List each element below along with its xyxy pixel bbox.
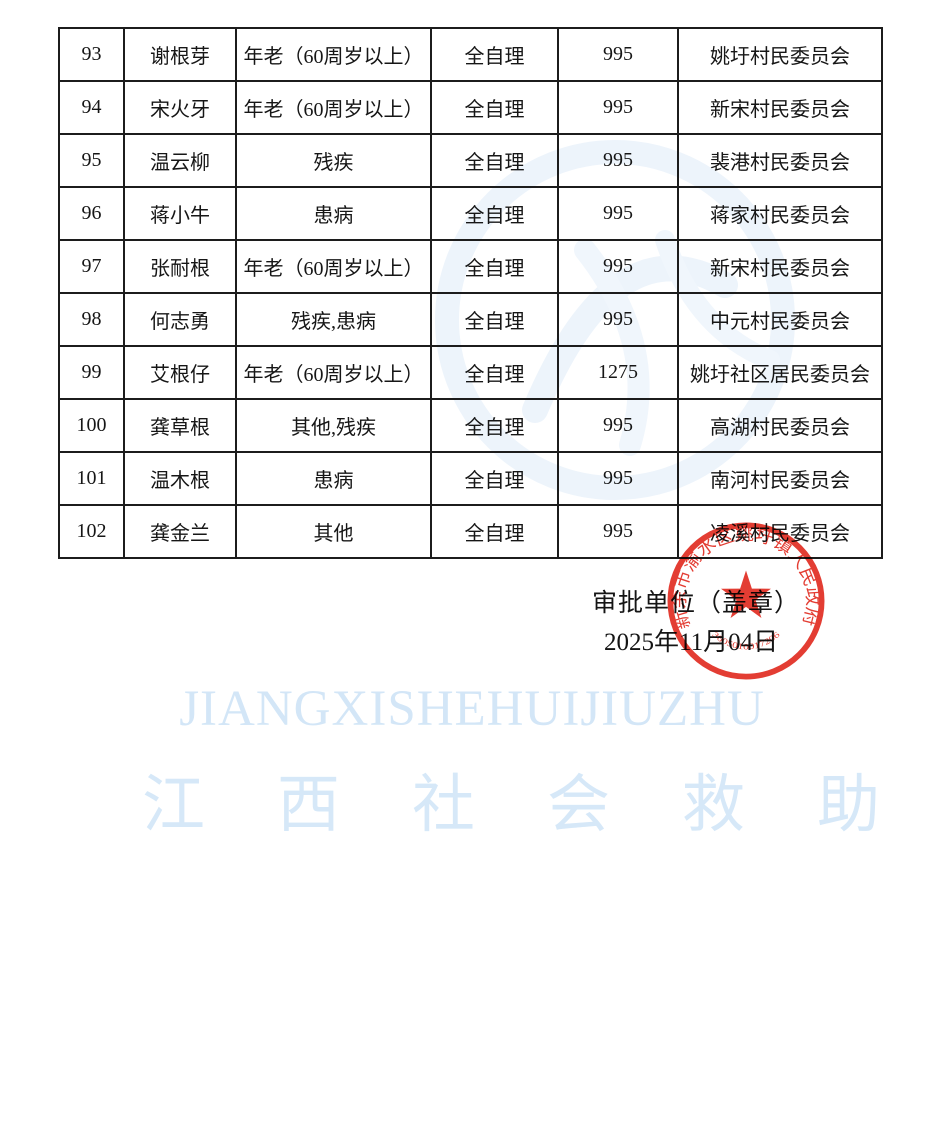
cell-category: 患病: [235, 186, 432, 241]
cell-seq: 102: [58, 504, 125, 559]
table-row: 101 温木根 患病 全自理 995 南河村民委员会: [58, 451, 883, 506]
cell-care: 全自理: [430, 133, 559, 188]
cell-amount: 995: [557, 398, 679, 453]
cell-committee: 凌溪村民委员会: [677, 504, 883, 559]
cell-committee: 南河村民委员会: [677, 451, 883, 506]
cell-amount: 995: [557, 27, 679, 82]
approval-date: 2025年11月04日: [604, 629, 779, 656]
cell-category: 其他,残疾: [235, 398, 432, 453]
table-row: 102 龚金兰 其他 全自理 995 凌溪村民委员会: [58, 504, 883, 559]
cell-amount: 1275: [557, 345, 679, 400]
cell-committee: 高湖村民委员会: [677, 398, 883, 453]
cell-category: 其他: [235, 504, 432, 559]
cell-care: 全自理: [430, 345, 559, 400]
cell-name: 蒋小牛: [123, 186, 237, 241]
cell-name: 龚金兰: [123, 504, 237, 559]
cell-amount: 995: [557, 133, 679, 188]
cell-committee: 新宋村民委员会: [677, 239, 883, 294]
cell-care: 全自理: [430, 27, 559, 82]
cell-committee: 新宋村民委员会: [677, 80, 883, 135]
cell-category: 年老（60周岁以上）: [235, 239, 432, 294]
cell-category: 年老（60周岁以上）: [235, 345, 432, 400]
cell-committee: 蒋家村民委员会: [677, 186, 883, 241]
table-row: 95 温云柳 残疾 全自理 995 裴港村民委员会: [58, 133, 883, 188]
cell-care: 全自理: [430, 186, 559, 241]
approval-unit-label: 审批单位（盖章）: [592, 590, 801, 617]
cell-category: 残疾,患病: [235, 292, 432, 347]
watermark-pinyin-text: JIANGXISHEHUIJIUZHU: [179, 681, 765, 737]
table-row: 98 何志勇 残疾,患病 全自理 995 中元村民委员会: [58, 292, 883, 347]
cell-name: 张耐根: [123, 239, 237, 294]
cell-seq: 95: [58, 133, 125, 188]
cell-committee: 中元村民委员会: [677, 292, 883, 347]
table-row: 100 龚草根 其他,残疾 全自理 995 高湖村民委员会: [58, 398, 883, 453]
table-row: 96 蒋小牛 患病 全自理 995 蒋家村民委员会: [58, 186, 883, 241]
cell-name: 宋火牙: [123, 80, 237, 135]
cell-seq: 94: [58, 80, 125, 135]
cell-committee: 裴港村民委员会: [677, 133, 883, 188]
cell-committee: 姚圩社区居民委员会: [677, 345, 883, 400]
cell-amount: 995: [557, 292, 679, 347]
table-row: 97 张耐根 年老（60周岁以上） 全自理 995 新宋村民委员会: [58, 239, 883, 294]
cell-category: 残疾: [235, 133, 432, 188]
cell-name: 龚草根: [123, 398, 237, 453]
cell-seq: 100: [58, 398, 125, 453]
cell-name: 何志勇: [123, 292, 237, 347]
cell-seq: 98: [58, 292, 125, 347]
assistance-roster-table: 93 谢根芽 年老（60周岁以上） 全自理 995 姚圩村民委员会 94 宋火牙…: [58, 27, 883, 559]
cell-name: 温木根: [123, 451, 237, 506]
cell-seq: 101: [58, 451, 125, 506]
cell-care: 全自理: [430, 398, 559, 453]
table-row: 99 艾根仔 年老（60周岁以上） 全自理 1275 姚圩社区居民委员会: [58, 345, 883, 400]
cell-category: 患病: [235, 451, 432, 506]
cell-category: 年老（60周岁以上）: [235, 27, 432, 82]
cell-amount: 995: [557, 504, 679, 559]
cell-care: 全自理: [430, 451, 559, 506]
cell-amount: 995: [557, 186, 679, 241]
cell-name: 温云柳: [123, 133, 237, 188]
watermark-chinese-text: 江西社会救助: [142, 770, 944, 840]
cell-amount: 995: [557, 239, 679, 294]
cell-committee: 姚圩村民委员会: [677, 27, 883, 82]
cell-amount: 995: [557, 80, 679, 135]
cell-category: 年老（60周岁以上）: [235, 80, 432, 135]
cell-care: 全自理: [430, 239, 559, 294]
cell-amount: 995: [557, 451, 679, 506]
cell-seq: 99: [58, 345, 125, 400]
table-row: 94 宋火牙 年老（60周岁以上） 全自理 995 新宋村民委员会: [58, 80, 883, 135]
cell-name: 艾根仔: [123, 345, 237, 400]
cell-seq: 97: [58, 239, 125, 294]
cell-care: 全自理: [430, 504, 559, 559]
cell-care: 全自理: [430, 292, 559, 347]
cell-seq: 93: [58, 27, 125, 82]
cell-care: 全自理: [430, 80, 559, 135]
cell-seq: 96: [58, 186, 125, 241]
cell-name: 谢根芽: [123, 27, 237, 82]
table-row: 93 谢根芽 年老（60周岁以上） 全自理 995 姚圩村民委员会: [58, 27, 883, 82]
